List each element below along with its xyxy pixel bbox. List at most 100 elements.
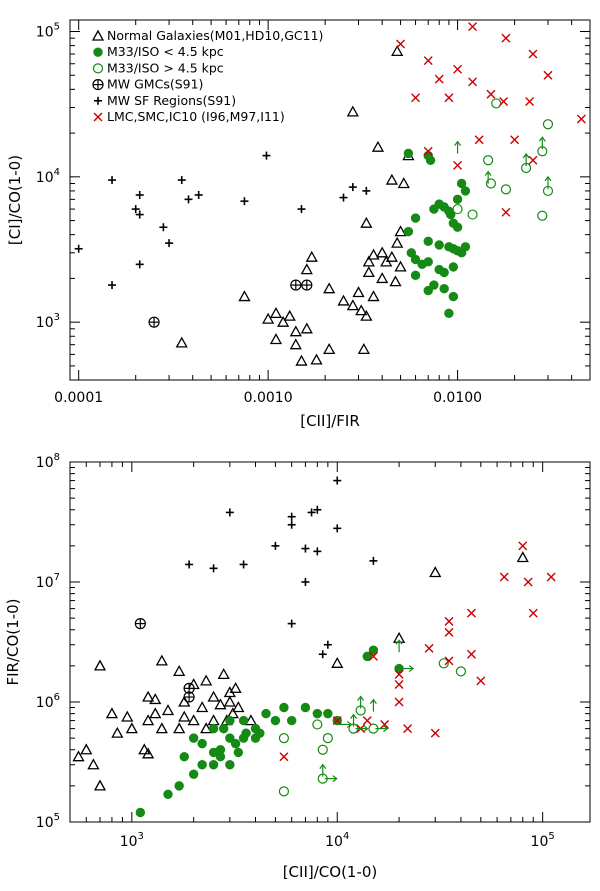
data-point: [323, 640, 332, 649]
data-point: [455, 666, 467, 677]
x-axis-label: [CII]/CO(1-0): [283, 863, 378, 881]
legend-label: LMC,SMC,IC10 (I96,M97,I11): [107, 109, 285, 124]
data-point: [262, 151, 271, 160]
data-point: [184, 195, 193, 204]
data-point: [301, 544, 310, 553]
data-point: [287, 619, 296, 628]
data-point: [474, 135, 484, 145]
data-point: [394, 697, 404, 707]
y-tick-label: 106: [36, 692, 60, 711]
data-point: [270, 715, 281, 726]
data-point: [300, 702, 311, 713]
data-point: [217, 668, 230, 679]
plot-frame: [69, 19, 591, 381]
data-point: [346, 105, 359, 117]
data-point: [135, 210, 144, 219]
data-point: [279, 752, 289, 762]
data-point: [283, 309, 296, 321]
data-point: [452, 222, 463, 232]
data-point: [200, 722, 213, 734]
data-point: [397, 177, 410, 189]
data-point: [233, 747, 244, 758]
limit-arrow: [484, 170, 492, 184]
x-tick-label: 105: [531, 831, 555, 850]
data-point: [218, 723, 229, 734]
data-point: [214, 698, 227, 710]
data-point: [207, 690, 220, 702]
data-point: [362, 186, 371, 195]
data-point: [396, 39, 406, 49]
data-point: [322, 733, 333, 744]
data-point: [131, 205, 140, 214]
data-point: [185, 560, 194, 569]
data-point: [501, 33, 511, 43]
data-point: [346, 299, 359, 311]
x-tick-label: 0.0100: [433, 390, 482, 406]
data-point: [528, 155, 538, 165]
data-point: [177, 176, 186, 185]
data-point: [278, 733, 290, 744]
data-point: [310, 353, 323, 365]
data-point: [525, 96, 535, 106]
data-point: [301, 578, 310, 586]
data-point: [135, 807, 146, 818]
data-point: [423, 285, 433, 296]
data-point: [155, 654, 168, 666]
data-point: [429, 566, 442, 578]
data-point: [466, 649, 476, 659]
data-point: [444, 656, 454, 666]
data-point: [423, 257, 433, 267]
data-point: [423, 236, 433, 247]
data-point: [452, 194, 463, 205]
data-point: [410, 213, 421, 223]
series-triangle: [175, 45, 415, 366]
legend-label: M33/ISO < 4.5 kpc: [107, 44, 224, 59]
data-point: [360, 216, 373, 228]
y-tick-label: 108: [36, 452, 60, 471]
data-point: [138, 743, 151, 755]
data-point: [406, 248, 417, 258]
series-circle-plus: [148, 279, 313, 328]
data-point: [499, 96, 509, 106]
data-point: [331, 656, 344, 668]
data-point: [476, 676, 486, 686]
data-point: [300, 263, 313, 275]
data-point: [499, 572, 509, 582]
data-point: [93, 779, 107, 791]
limit-arrow: [454, 140, 462, 154]
data-point: [179, 752, 189, 762]
data-point: [197, 760, 207, 770]
data-point: [279, 702, 289, 713]
data-point: [444, 616, 454, 626]
data-point: [376, 272, 389, 284]
data-point: [362, 255, 375, 267]
top-panel-cI-vs-cII-fir: 0.0001 0.0010 0.0100 103 104 105 [CII]/FIR [CI]…: [6, 19, 591, 430]
data-point: [394, 679, 404, 689]
data-point: [367, 290, 380, 302]
data-point: [307, 508, 316, 517]
y-axis-label: [CI]/CO(1-0): [6, 155, 24, 245]
data-point: [467, 209, 478, 220]
data-point: [576, 114, 586, 124]
data-point: [159, 223, 168, 232]
data-point: [391, 45, 404, 57]
data-point: [537, 210, 548, 221]
data-point: [528, 49, 538, 59]
data-point: [196, 701, 209, 713]
data-point: [135, 190, 144, 199]
data-point: [208, 723, 219, 734]
data-point: [215, 752, 226, 762]
data-point: [188, 769, 199, 779]
data-point: [446, 209, 456, 220]
limit-arrow: [375, 725, 389, 733]
data-point: [200, 674, 213, 686]
data-point: [333, 524, 342, 533]
legend-marker: [92, 63, 104, 74]
data-point: [357, 343, 370, 355]
data-point: [491, 98, 502, 109]
data-point: [125, 722, 138, 734]
data-point: [187, 714, 200, 726]
data-point: [149, 693, 162, 705]
data-point: [452, 203, 463, 215]
data-point: [197, 738, 207, 749]
